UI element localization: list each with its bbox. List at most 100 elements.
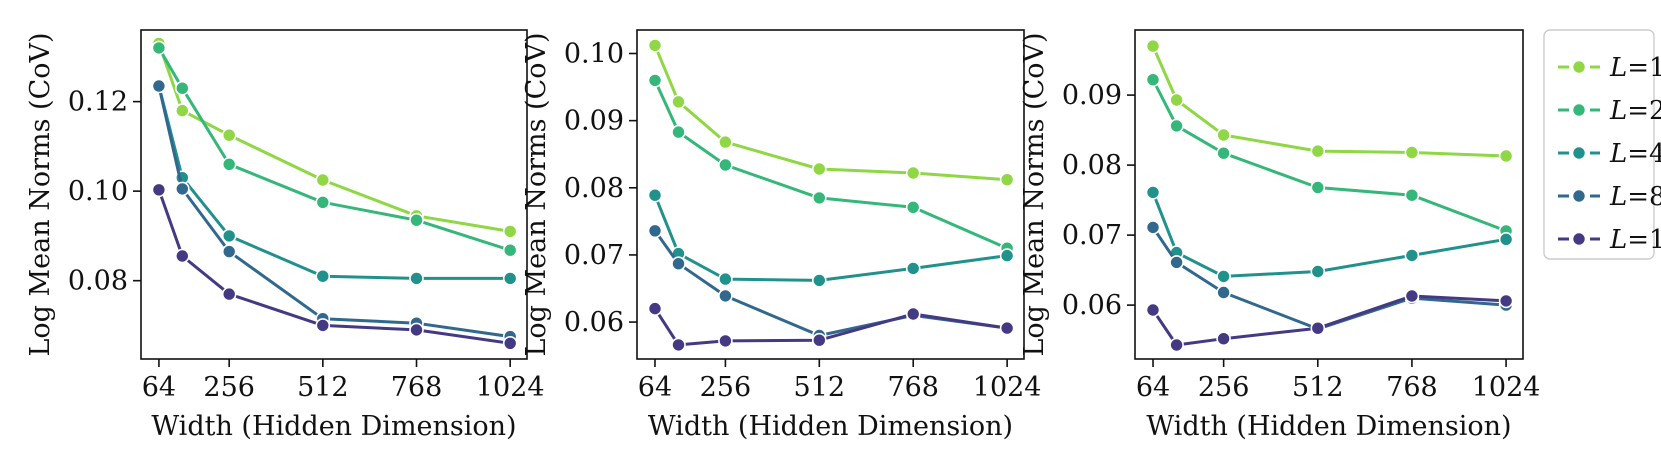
- data-point: [1145, 220, 1161, 235]
- data-point: [1216, 145, 1231, 161]
- x-tick-label: 64: [142, 372, 176, 403]
- y-axis-label: Log Mean Norms (CoV): [521, 32, 552, 356]
- subplot-2: 0.06 0.07 0.08 0.09 0.10 64 256 512 768 1024 Width…: [521, 29, 1042, 442]
- y-tick-label: 0.08: [68, 266, 128, 297]
- data-point: [999, 248, 1015, 263]
- data-point: [1310, 264, 1326, 279]
- legend-marker: [1571, 102, 1587, 118]
- data-point: [671, 124, 686, 140]
- x-tick-label: 256: [1198, 372, 1250, 403]
- data-point: [315, 268, 331, 284]
- data-point: [175, 80, 190, 96]
- data-point: [502, 335, 518, 351]
- legend-entry-label: L=1: [1609, 53, 1661, 83]
- axes-frame: [140, 29, 528, 360]
- data-point: [221, 127, 237, 143]
- x-axis-label: Width (Hidden Dimension): [151, 411, 516, 442]
- x-tick-label: 1024: [476, 372, 545, 403]
- data-point: [1216, 331, 1231, 347]
- legend-frame: [1543, 29, 1655, 260]
- x-tick-label: 1024: [973, 372, 1042, 403]
- legend-entry-label: L=4: [1609, 139, 1661, 169]
- series-line-L1: [157, 42, 511, 233]
- data-point: [502, 224, 518, 239]
- data-point: [1145, 302, 1161, 318]
- x-tick-label: 768: [391, 372, 443, 403]
- y-tick-label: 0.09: [564, 106, 624, 137]
- data-point: [811, 161, 827, 177]
- data-point: [175, 181, 190, 197]
- data-point: [811, 190, 827, 206]
- series-line-L2: [653, 79, 1008, 250]
- subplot-3: 0.06 0.07 0.08 0.09 64 256 512 768 1024 Width (Hi…: [1019, 29, 1541, 442]
- data-point: [718, 134, 733, 150]
- data-point: [1498, 148, 1514, 164]
- data-point: [502, 242, 518, 258]
- legend-entry-label: L=2: [1609, 96, 1661, 126]
- y-tick-label: 0.08: [564, 173, 624, 204]
- y-tick-label: 0.07: [1062, 220, 1122, 251]
- data-point: [1498, 232, 1514, 247]
- x-tick-label: 64: [638, 372, 672, 403]
- legend-marker: [1571, 231, 1587, 247]
- data-point: [905, 165, 921, 181]
- x-tick-label: 256: [203, 372, 255, 403]
- y-tick-label: 0.10: [68, 176, 128, 207]
- series-line-L4: [653, 194, 1008, 282]
- legend-entry-label: L=8: [1609, 182, 1661, 212]
- legend-marker: [1571, 145, 1587, 161]
- data-point: [1310, 143, 1326, 159]
- axes-frame: [636, 29, 1025, 360]
- data-point: [1145, 38, 1161, 54]
- data-point: [409, 322, 424, 338]
- data-point: [647, 38, 663, 53]
- data-point: [671, 256, 686, 272]
- data-point: [1404, 288, 1420, 304]
- data-point: [718, 157, 733, 173]
- data-point: [999, 172, 1015, 187]
- x-tick-label: 64: [1136, 372, 1170, 403]
- data-point: [718, 333, 733, 349]
- y-tick-label: 0.12: [68, 87, 128, 118]
- data-point: [409, 212, 424, 228]
- x-tick-label: 768: [1386, 372, 1438, 403]
- series-line-L1: [1151, 45, 1507, 158]
- data-point: [1169, 255, 1184, 270]
- data-point: [718, 271, 733, 287]
- x-axis-label: Width (Hidden Dimension): [648, 411, 1013, 442]
- data-point: [221, 228, 237, 244]
- data-point: [647, 187, 663, 203]
- data-point: [647, 223, 663, 239]
- y-tick-label: 0.07: [564, 240, 624, 271]
- data-point: [718, 288, 733, 304]
- legend-marker: [1571, 59, 1587, 75]
- data-point: [1145, 185, 1161, 200]
- x-axis-label: Width (Hidden Dimension): [1146, 411, 1511, 442]
- y-tick-label: 0.06: [564, 307, 624, 338]
- data-point: [1404, 187, 1420, 203]
- data-point: [151, 40, 167, 56]
- data-point: [1404, 248, 1420, 263]
- x-tick-label: 768: [887, 372, 939, 403]
- series-line-L4: [157, 85, 511, 280]
- series-line-L2: [1151, 79, 1507, 233]
- series-line-L8: [1151, 226, 1507, 331]
- data-point: [221, 286, 237, 302]
- data-point: [1169, 337, 1184, 353]
- y-tick-label: 0.06: [1062, 290, 1122, 321]
- data-point: [1216, 269, 1231, 284]
- data-point: [1404, 145, 1420, 160]
- x-tick-label: 1024: [1472, 372, 1541, 403]
- legend: L=1 L=2 L=4 L=8 L=12: [1543, 29, 1661, 260]
- data-point: [1310, 180, 1326, 195]
- data-point: [1310, 320, 1326, 336]
- data-point: [671, 337, 686, 353]
- data-point: [905, 306, 921, 322]
- series-line-L4: [1151, 191, 1507, 278]
- series-line-L8: [157, 85, 511, 339]
- data-point: [1169, 118, 1184, 134]
- series-line-L2: [157, 47, 511, 252]
- data-point: [647, 73, 663, 88]
- axes-frame: [1134, 29, 1524, 360]
- legend-entry-label: L=12: [1609, 225, 1661, 255]
